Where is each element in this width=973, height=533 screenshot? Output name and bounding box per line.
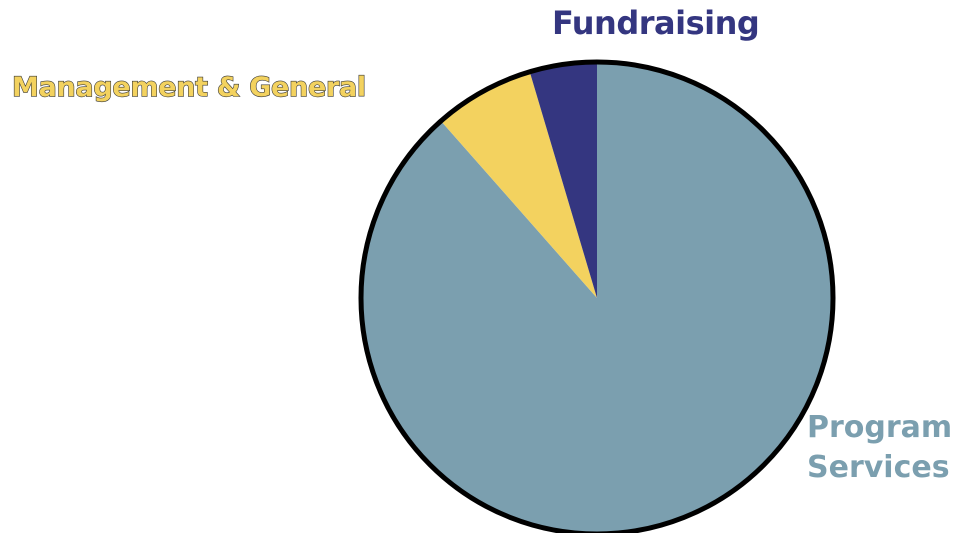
pie-slice-management-general <box>440 71 597 299</box>
pie-slices <box>361 62 833 533</box>
slice-label-fundraising: Fundraising <box>552 4 760 42</box>
program-label-line-2: Services <box>807 450 950 485</box>
program-label-line-1: Program <box>807 410 953 445</box>
pie-slice-program-services <box>361 62 833 533</box>
pie-outline <box>358 59 836 533</box>
slice-label-management-general: Management & General <box>11 71 366 103</box>
pie-slice-fundraising <box>529 62 597 298</box>
slice-label-program-services: Program Services <box>807 408 967 488</box>
